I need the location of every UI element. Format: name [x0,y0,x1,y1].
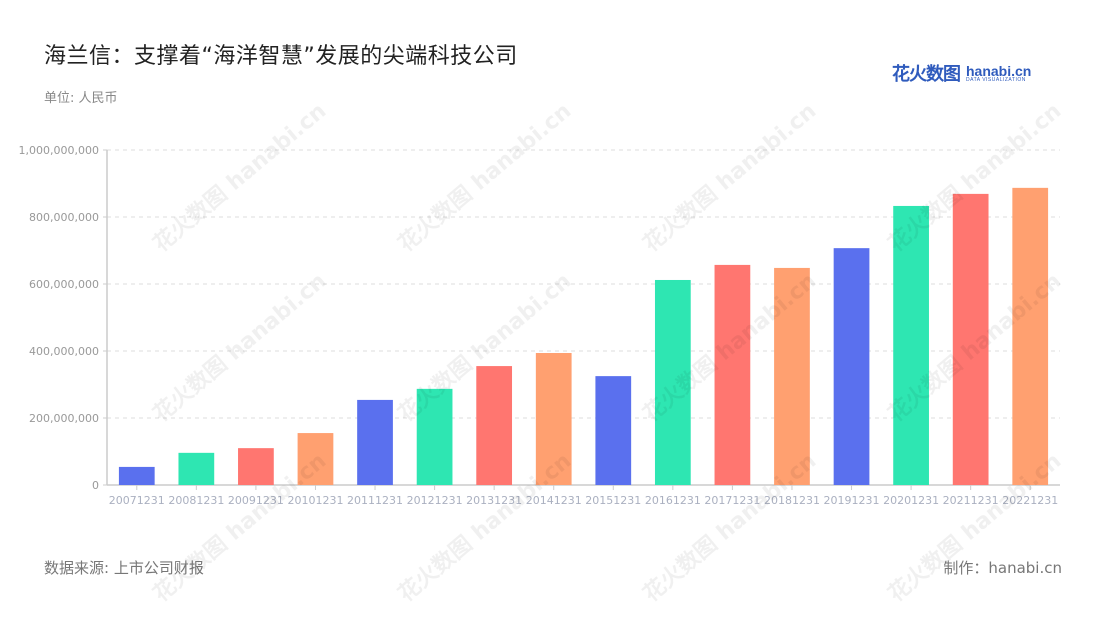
y-tick-label: 600,000,000 [29,278,99,291]
maker-credit: 制作：hanabi.cn [943,559,1062,577]
brand-logo: 花火数图 hanabi.cn DATA VISUALIZATION [892,60,1031,86]
x-tick-label: 20221231 [1002,494,1058,507]
bar-20101231[interactable] [297,433,334,485]
bar-20221231[interactable] [1012,187,1049,486]
y-tick-label: 800,000,000 [29,211,99,224]
bar-20191231[interactable] [833,248,870,485]
bar-20151231[interactable] [595,376,632,485]
x-tick-label: 20101231 [287,494,343,507]
logo-cn-text: 花火数图 [892,64,961,85]
x-tick-label: 20111231 [347,494,403,507]
y-tick-label: 200,000,000 [29,412,99,425]
x-tick-label: 20121231 [407,494,463,507]
bar-20071231[interactable] [118,466,155,485]
bar-20181231[interactable] [774,267,810,485]
logo-en-text: hanabi.cn [966,62,1032,79]
bar-20141231[interactable] [535,353,572,485]
x-tick-label: 20131231 [466,494,522,507]
bar-20121231[interactable] [416,388,453,485]
bar-20091231[interactable] [238,448,274,485]
x-tick-label: 20071231 [109,494,165,507]
bar-20161231[interactable] [654,279,691,485]
y-tick-label: 400,000,000 [29,345,99,358]
x-tick-label: 20081231 [168,494,224,507]
data-source: 数据来源: 上市公司财报 [44,559,204,577]
y-tick-label: 0 [92,479,99,492]
y-tick-label: 1,000,000,000 [19,144,99,157]
x-tick-label: 20191231 [824,494,880,507]
bar-20201231[interactable] [893,205,929,485]
bar-20081231[interactable] [178,452,215,485]
bar-20171231[interactable] [714,264,751,485]
chart-title: 海兰信：支撑着“海洋智慧”发展的尖端科技公司 [44,44,518,69]
x-tick-label: 20141231 [526,494,582,507]
logo-tagline: DATA VISUALIZATION [966,76,1026,83]
bar-20211231[interactable] [952,193,989,485]
unit-label: 单位: 人民币 [44,91,118,106]
x-tick-label: 20161231 [645,494,701,507]
bar-20131231[interactable] [476,366,513,485]
x-tick-label: 20171231 [704,494,760,507]
bar-20111231[interactable] [357,399,393,485]
x-tick-label: 20091231 [228,494,284,507]
x-tick-label: 20211231 [943,494,999,507]
x-tick-label: 20201231 [883,494,939,507]
x-tick-label: 20181231 [764,494,820,507]
x-tick-label: 20151231 [585,494,641,507]
logo-en-block: hanabi.cn DATA VISUALIZATION [966,64,1031,83]
